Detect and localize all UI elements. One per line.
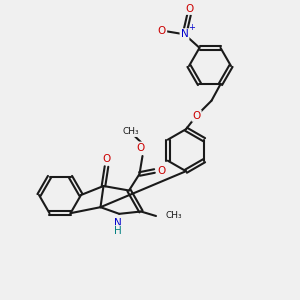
Text: CH₃: CH₃ [165, 212, 181, 220]
Text: O: O [137, 142, 145, 153]
Text: O: O [158, 26, 166, 36]
Text: +: + [188, 23, 194, 32]
Text: H: H [114, 226, 122, 236]
Text: N: N [114, 218, 122, 228]
Text: O: O [185, 4, 193, 14]
Text: N: N [181, 29, 188, 39]
Text: O: O [157, 166, 165, 176]
Text: CH₃: CH₃ [122, 128, 139, 136]
Text: O: O [102, 154, 111, 164]
Text: O: O [192, 111, 201, 121]
